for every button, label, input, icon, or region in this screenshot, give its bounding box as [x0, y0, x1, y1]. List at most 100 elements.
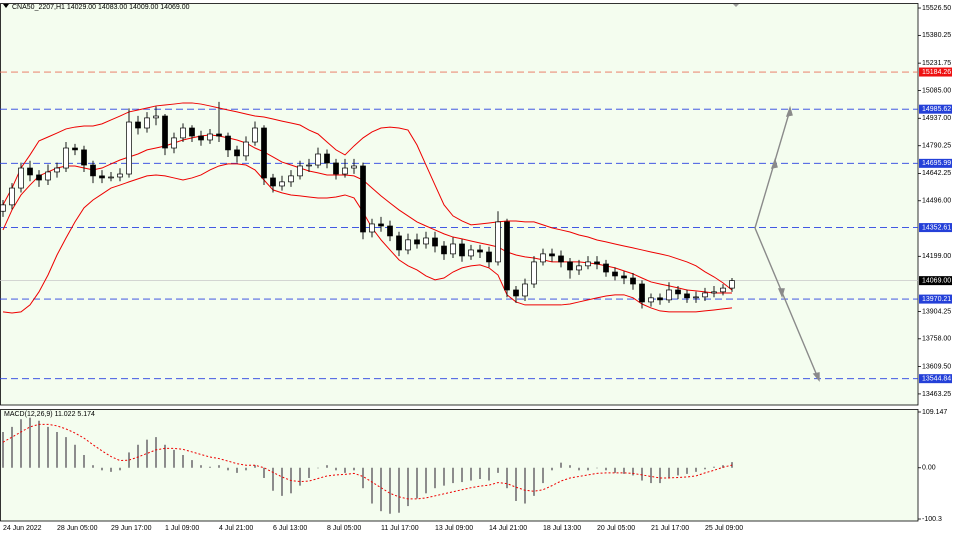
candle-body [162, 115, 168, 149]
candle-body [441, 245, 447, 255]
candle-body [45, 171, 51, 181]
macd-bar [245, 467, 247, 471]
candle-body [225, 135, 231, 151]
x-tick-label: 21 Jul 17:00 [651, 525, 689, 532]
macd-bar [650, 467, 652, 484]
candle-body [414, 239, 420, 245]
x-tick-label: 25 Jul 09:00 [705, 525, 743, 532]
candle-body [351, 165, 357, 169]
candle-body [216, 133, 222, 137]
candle-body [468, 249, 474, 257]
macd-bar [119, 467, 121, 471]
candle-body [558, 255, 564, 263]
candle-body [198, 135, 204, 141]
macd-bar [416, 467, 418, 499]
candle-body [675, 289, 681, 295]
macd-bar [56, 431, 58, 468]
y-tick-label: 15380.25 [922, 32, 951, 39]
macd-bar [2, 431, 4, 468]
candle-body [720, 287, 726, 293]
candle-body [72, 147, 78, 151]
level-label: 14695.99 [922, 160, 951, 167]
macd-bar [164, 444, 166, 468]
macd-bar [632, 467, 634, 476]
macd-bar [596, 467, 598, 469]
macd-bar [101, 467, 103, 471]
candle-body [657, 297, 663, 301]
macd-bar [128, 452, 130, 468]
y-tick-label: 15231.75 [922, 60, 951, 67]
candle-body [315, 153, 321, 166]
candle-body [477, 249, 483, 253]
current-price-box [919, 276, 952, 286]
macd-bar [731, 462, 733, 468]
candle-body [513, 289, 519, 297]
macd-bar [533, 467, 535, 496]
macd-bar [29, 417, 31, 468]
candle-body [405, 239, 411, 251]
macd-bar [65, 437, 67, 468]
macd-bar [83, 454, 85, 468]
y-tick-label: 13463.25 [922, 391, 951, 398]
macd-bar [137, 444, 139, 468]
pane-menu-icon[interactable] [3, 4, 9, 8]
candle-body [144, 117, 150, 129]
macd-bar [434, 467, 436, 489]
macd-bar [398, 467, 400, 513]
candle-body [387, 225, 393, 237]
y-tick-label: 13904.25 [922, 308, 951, 315]
macd-bar [587, 467, 589, 471]
macd-bar [335, 467, 337, 471]
y-tick-label: 14790.25 [922, 143, 951, 150]
x-tick-label: 14 Jul 21:00 [489, 525, 527, 532]
level-label: 14985.62 [922, 106, 951, 113]
candle-body [171, 137, 177, 149]
candle-body [207, 133, 213, 141]
macd-pane [0, 409, 919, 522]
candle-body [603, 263, 609, 273]
candle-body [423, 237, 429, 245]
level-label: 13970.21 [922, 296, 951, 303]
current-price-label: 14069.00 [922, 277, 951, 284]
macd-bar [461, 467, 463, 483]
macd-bar [470, 467, 472, 481]
x-tick-label: 20 Jul 05:00 [597, 525, 635, 532]
candle-body [27, 167, 33, 176]
candle-body [495, 221, 501, 263]
candle-body [18, 167, 24, 189]
candle-body [342, 167, 348, 175]
macd-bar [92, 465, 94, 468]
candle-body [36, 174, 42, 181]
macd-bar [380, 467, 382, 512]
macd-bar [605, 467, 607, 471]
signal-line [2, 423, 733, 500]
candle-body [729, 280, 735, 289]
macd-bar [272, 467, 274, 491]
y-tick-label: 14496.00 [922, 198, 951, 205]
candle-body [333, 162, 339, 175]
candle-body [306, 164, 312, 167]
macd-bar [191, 460, 193, 468]
macd-title: MACD(12,26,9) 11.022 5.174 [4, 411, 95, 418]
band-upper [2, 102, 733, 291]
candle-body [360, 165, 366, 233]
candle-body [702, 292, 708, 298]
candle-body [531, 261, 537, 285]
level-label-box [919, 158, 952, 168]
candle-body [234, 149, 240, 157]
level-label-box [919, 294, 952, 304]
macd-bar [47, 426, 49, 468]
level-label-box [919, 104, 952, 114]
macd-bar [659, 467, 661, 484]
level-label: 13544.84 [922, 376, 951, 383]
candle-body [90, 164, 96, 177]
macd-bar [371, 467, 373, 504]
macd-bar [146, 439, 148, 468]
macd-bar [425, 467, 427, 494]
macd-bar [173, 449, 175, 468]
candle-body [396, 235, 402, 251]
candle-body [261, 127, 267, 179]
candle-body [666, 289, 672, 301]
candle-body [684, 293, 690, 299]
